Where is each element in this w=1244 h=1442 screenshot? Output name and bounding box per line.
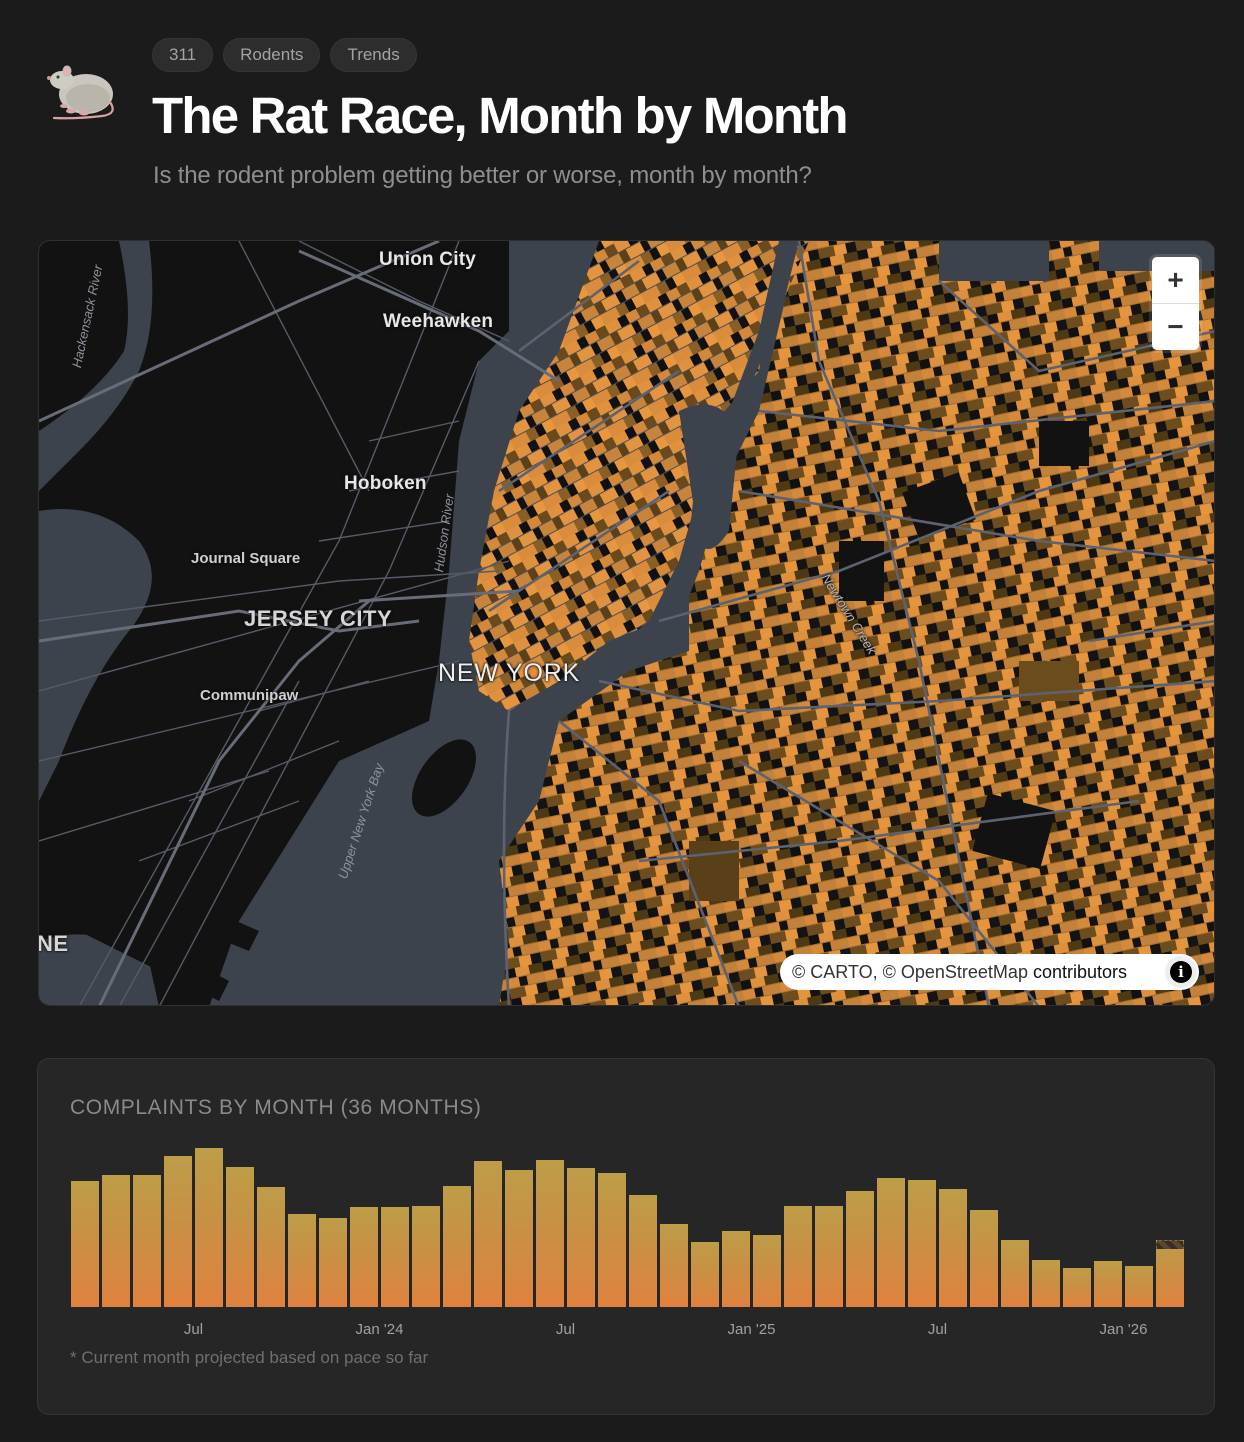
map-label-journal-square: Journal Square (191, 550, 301, 567)
bar-feb-25[interactable] (784, 1206, 812, 1307)
map-label-edge: NE (38, 931, 69, 956)
bar-dec-24[interactable] (722, 1231, 750, 1307)
tag-311[interactable]: 311 (152, 38, 214, 72)
bar-jun-25[interactable] (908, 1180, 936, 1307)
x-tick-label: Jul (927, 1321, 948, 1338)
bar-dec-25[interactable] (1094, 1261, 1122, 1307)
bar-apr-23[interactable] (102, 1175, 130, 1307)
plus-icon: + (1167, 264, 1184, 295)
bar-chart (38, 1059, 1216, 1307)
attribution-link[interactable]: © CARTO, © OpenStreetMap (792, 961, 1028, 982)
map-canvas[interactable] (39, 241, 1215, 1006)
bar-mar-24[interactable] (443, 1186, 471, 1307)
x-tick-label: Jan '24 (355, 1321, 404, 1338)
map-label-union-city: Union City (379, 249, 476, 270)
bar-may-25[interactable] (877, 1178, 905, 1307)
x-tick-label: Jan '25 (727, 1321, 776, 1338)
page-subtitle: Is the rodent problem getting better or … (153, 162, 812, 189)
x-tick-label: Jul (183, 1321, 204, 1338)
bar-oct-23[interactable] (288, 1214, 316, 1307)
bar-oct-25[interactable] (1032, 1260, 1060, 1307)
tag-list: 311 Rodents Trends (152, 38, 417, 72)
page-header: 311 Rodents Trends The Rat Race, Month b… (0, 0, 1244, 220)
map-label-hoboken: Hoboken (344, 473, 427, 494)
bar-aug-23[interactable] (226, 1167, 254, 1307)
chart-footnote: * Current month projected based on pace … (70, 1348, 429, 1367)
bar-mar-25[interactable] (815, 1206, 843, 1307)
rat-icon (47, 65, 114, 120)
bar-nov-23[interactable] (319, 1218, 347, 1307)
tag-rodents[interactable]: Rodents (223, 38, 321, 72)
minus-icon: − (1167, 310, 1184, 342)
attribution-info-button[interactable]: i (1165, 956, 1197, 988)
bar-jan-26[interactable] (1125, 1266, 1153, 1307)
bar-jul-24[interactable] (567, 1168, 595, 1307)
map-attribution: © CARTO, © OpenStreetMap contributors i (780, 954, 1199, 990)
page-title: The Rat Race, Month by Month (152, 87, 849, 144)
bar-apr-24[interactable] (474, 1161, 502, 1307)
bar-jun-23[interactable] (164, 1156, 192, 1307)
map-label-weehawken: Weehawken (383, 311, 494, 332)
bar-sep-24[interactable] (629, 1195, 657, 1307)
bar-jan-24[interactable] (381, 1207, 409, 1307)
info-icon: i (1170, 961, 1192, 983)
map-label-communipaw: Communipaw (200, 687, 299, 704)
bar-jul-25[interactable] (939, 1189, 967, 1307)
bar-dec-23[interactable] (350, 1207, 378, 1307)
bar-nov-24[interactable] (691, 1242, 719, 1307)
zoom-control: + − (1152, 257, 1199, 350)
bar-aug-24[interactable] (598, 1173, 626, 1307)
tag-trends[interactable]: Trends (330, 38, 417, 72)
monthly-chart-panel: COMPLAINTS BY MONTH (36 MONTHS) Jul Jan '… (37, 1058, 1215, 1415)
bar-may-24[interactable] (505, 1170, 533, 1307)
bar-aug-25[interactable] (970, 1210, 998, 1307)
projected-segment (1156, 1240, 1184, 1249)
bar-nov-25[interactable] (1063, 1268, 1091, 1307)
zoom-out-button[interactable]: − (1152, 303, 1199, 349)
bar-may-23[interactable] (133, 1175, 161, 1307)
zoom-in-button[interactable]: + (1152, 257, 1199, 303)
bar-apr-25[interactable] (846, 1191, 874, 1307)
bar-sep-23[interactable] (257, 1187, 285, 1307)
map-label-new-york: NEW YORK (438, 659, 581, 687)
bar-mar-23[interactable] (71, 1181, 99, 1307)
bar-oct-24[interactable] (660, 1224, 688, 1307)
map-label-jersey-city: JERSEY CITY (244, 606, 393, 631)
x-axis: Jul Jan '24 Jul Jan '25 Jul Jan '26 (38, 1321, 1216, 1341)
chart-title: COMPLAINTS BY MONTH (36 MONTHS) (70, 1096, 482, 1119)
bar-feb-24[interactable] (412, 1206, 440, 1307)
complaints-map[interactable]: Union City Weehawken Hoboken Journal Squ… (38, 240, 1215, 1006)
bar-jan-25[interactable] (753, 1235, 781, 1307)
x-tick-label: Jan '26 (1099, 1321, 1148, 1338)
bar-feb-26[interactable] (1156, 1240, 1184, 1307)
bar-jun-24[interactable] (536, 1160, 564, 1307)
x-tick-label: Jul (555, 1321, 576, 1338)
bar-jul-23[interactable] (195, 1148, 223, 1307)
attribution-contributors: contributors (1032, 961, 1127, 982)
bar-sep-25[interactable] (1001, 1240, 1029, 1307)
